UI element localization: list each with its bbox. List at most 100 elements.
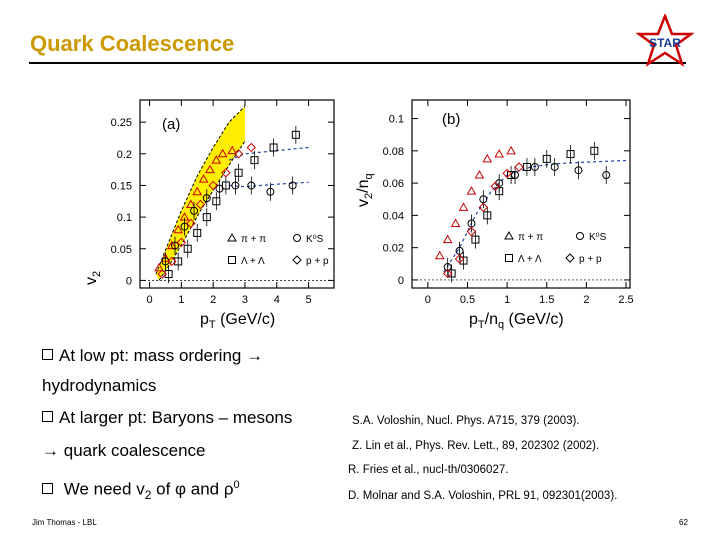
legend-label-proton: p + p <box>579 254 602 265</box>
series-square <box>164 125 300 284</box>
legend-label-pion: π + π <box>241 234 266 245</box>
panel-a-xlabel: pT (GeV/c) <box>200 311 275 330</box>
x-tick-label: 0.5 <box>460 294 475 306</box>
baryon-trend-curve <box>228 146 309 161</box>
legend-label-lambda: Λ + Λ <box>518 254 542 265</box>
data-point-diamond <box>246 142 257 153</box>
star-logo-icon <box>636 14 694 67</box>
xlabel-main: p <box>200 311 209 328</box>
legend-triangle-marker <box>504 230 514 240</box>
data-point-square <box>193 228 202 237</box>
data-point-diamond <box>490 181 500 192</box>
series-diamond <box>442 162 524 279</box>
data-point-diamond <box>195 199 206 210</box>
legend-label-kaon: K⁰S <box>589 232 607 243</box>
data-point-square <box>507 171 516 180</box>
legend-triangle-marker <box>227 232 237 242</box>
star-logo-text: STAR <box>649 36 681 50</box>
data-point-diamond <box>233 149 244 159</box>
hydro-band-upper <box>155 105 246 275</box>
xlabel-sub2: q <box>498 319 504 330</box>
data-point-square <box>221 181 230 190</box>
legend-circle-marker <box>576 232 584 240</box>
legend-circle-marker <box>293 234 301 242</box>
data-point-diamond <box>478 202 489 213</box>
data-point-triangle <box>217 148 228 158</box>
x-tick-label: 1 <box>178 294 184 306</box>
y-tick-label: 0.04 <box>383 210 404 222</box>
data-point-triangle <box>474 170 485 179</box>
data-point-square <box>483 211 492 220</box>
y-tick-label: 0 <box>398 275 404 287</box>
xlabel-sub: T <box>209 319 216 330</box>
y-tick-label: 0.1 <box>389 114 404 126</box>
footer-author: Jim Thomas - LBL <box>32 518 97 527</box>
data-point-circle <box>161 257 170 266</box>
arrow-right-icon: → <box>246 346 264 365</box>
data-point-square <box>495 187 504 196</box>
xlabel-sub: T <box>478 319 485 330</box>
bullet-1-cont: hydrodynamics <box>42 376 157 395</box>
data-point-triangle <box>458 202 469 211</box>
data-point-diamond <box>176 237 187 248</box>
ylabel-main: v <box>83 277 100 285</box>
data-point-diamond <box>442 268 453 279</box>
y-tick-label: 0.15 <box>111 180 132 192</box>
hydro-band-lower <box>158 140 246 281</box>
data-point-diamond <box>454 254 465 264</box>
data-point-circle <box>550 162 559 171</box>
data-point-triangle <box>450 218 461 227</box>
data-point-circle <box>266 187 275 196</box>
bullet-box-icon <box>42 349 53 360</box>
ylabel-sub2: q <box>363 173 375 179</box>
bullet-1: At low pt: mass ordering → <box>42 346 263 366</box>
data-point-diamond <box>157 269 167 279</box>
data-point-triangle <box>211 155 222 164</box>
data-point-triangle <box>482 153 493 163</box>
data-point-square <box>234 168 243 177</box>
data-point-square <box>542 154 551 163</box>
data-point-triangle <box>227 145 238 155</box>
bullet-1-text: At low pt: mass ordering <box>59 346 242 365</box>
data-point-diamond <box>167 256 177 267</box>
data-point-circle <box>530 162 539 171</box>
bullet-3-and: and <box>186 479 224 499</box>
reference-2: Z. Lin et al., Phys. Rev. Lett., 89, 202… <box>352 440 600 452</box>
data-point-diamond <box>514 162 524 172</box>
y-tick-label: 0.25 <box>111 117 132 129</box>
legend-diamond-marker <box>292 255 302 265</box>
x-tick-label: 5 <box>305 294 311 306</box>
data-point-triangle <box>466 186 477 195</box>
data-point-triangle <box>166 240 177 250</box>
ylabel-main: v <box>355 199 372 207</box>
bullet-box-icon <box>42 411 53 422</box>
data-point-square <box>250 156 259 165</box>
arrow-right-icon: → <box>42 441 59 460</box>
data-point-triangle <box>154 262 164 272</box>
data-point-triangle <box>442 234 453 244</box>
x-tick-label: 1.5 <box>539 294 554 306</box>
phi-symbol: φ <box>175 479 187 499</box>
ylabel-sub: 2 <box>363 193 375 199</box>
data-point-circle <box>180 222 189 231</box>
data-point-diamond <box>208 180 218 191</box>
panel-a-label: (a) <box>162 116 180 133</box>
data-point-square <box>174 257 183 266</box>
x-tick-label: 2 <box>583 294 589 306</box>
data-point-square <box>202 213 211 222</box>
legend-label-lambda: Λ + Λ <box>241 256 265 267</box>
data-point-diamond <box>466 226 477 237</box>
y-tick-label: 0.2 <box>117 149 132 161</box>
x-tick-label: 2 <box>210 294 216 306</box>
y-tick-label: 0.06 <box>383 178 404 190</box>
data-point-square <box>471 235 480 244</box>
bullet-2: At larger pt: Baryons – mesons <box>42 408 292 428</box>
data-point-square <box>459 256 468 265</box>
legend-square-marker <box>228 256 236 264</box>
series-square <box>447 141 599 283</box>
data-point-circle <box>202 194 211 203</box>
star-logo: STAR <box>636 14 694 67</box>
panel-b-xlabel: pT/nq (GeV/c) <box>469 311 564 330</box>
x-tick-label: 1 <box>504 294 510 306</box>
data-point-square <box>590 146 599 155</box>
